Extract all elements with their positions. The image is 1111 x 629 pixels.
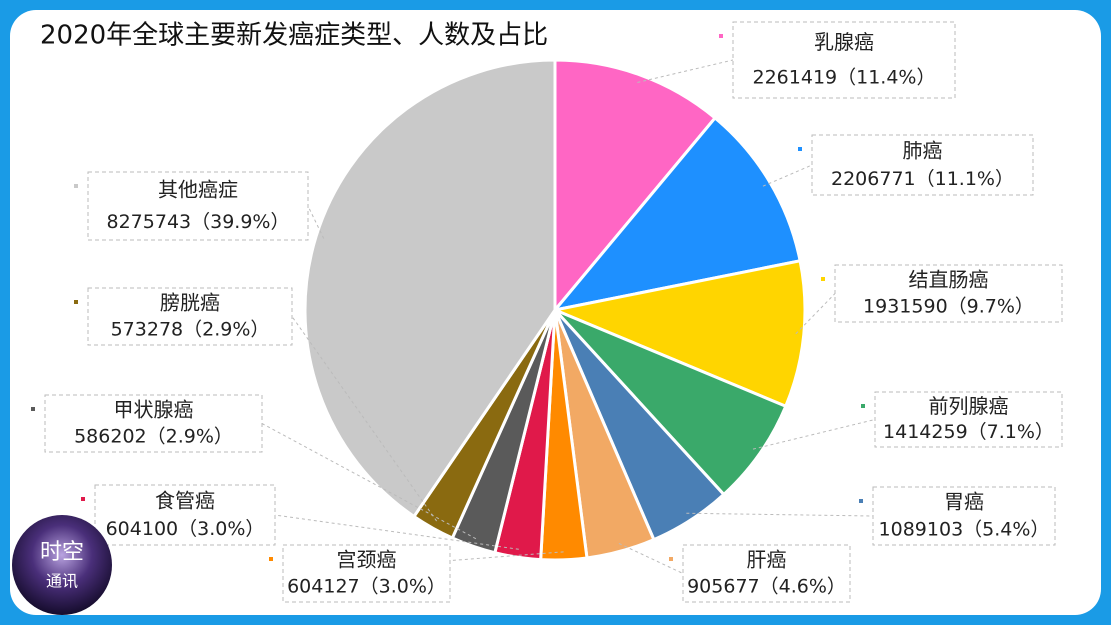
pie-slice bbox=[553, 58, 718, 315]
label-name: 甲状腺癌 bbox=[114, 397, 194, 421]
leader-line bbox=[762, 164, 813, 187]
label-value: 8275743（39.9%） bbox=[107, 211, 290, 233]
legend-marker bbox=[719, 34, 723, 38]
label-box bbox=[874, 391, 1063, 448]
legend-marker bbox=[798, 147, 802, 151]
legend-marker bbox=[861, 404, 865, 408]
legend-marker bbox=[821, 277, 825, 281]
pie-slice bbox=[303, 58, 557, 519]
label-value: 1089103（5.4%） bbox=[879, 518, 1050, 540]
label-name: 肺癌 bbox=[903, 138, 943, 162]
legend-marker bbox=[269, 557, 273, 561]
leader-line bbox=[686, 512, 874, 517]
label-box bbox=[282, 544, 451, 603]
label-value: 2206771（11.1%） bbox=[831, 168, 1014, 190]
leader-line bbox=[637, 59, 734, 83]
label-name: 前列腺癌 bbox=[929, 394, 1009, 418]
legend-marker bbox=[74, 300, 78, 304]
legend-marker bbox=[81, 497, 85, 501]
watermark-logo bbox=[12, 515, 112, 615]
label-value: 604100（3.0%） bbox=[106, 518, 265, 540]
pie-slice bbox=[553, 308, 788, 497]
label-value: 573278（2.9%） bbox=[111, 319, 270, 341]
pie-slice bbox=[551, 115, 802, 313]
label-name: 乳腺癌 bbox=[814, 30, 874, 54]
label-box bbox=[682, 544, 851, 603]
label-value: 586202（2.9%） bbox=[74, 426, 233, 448]
label-name: 结直肠癌 bbox=[909, 267, 989, 291]
labels: 乳腺癌 2261419（11.4%） 肺癌 2206771（11.1%） 结直肠癌 193… bbox=[31, 21, 1063, 603]
label-name: 宫颈癌 bbox=[337, 547, 397, 571]
label-value: 604127（3.0%） bbox=[287, 576, 446, 598]
legend-marker bbox=[31, 407, 35, 411]
label-name: 肝癌 bbox=[747, 547, 787, 571]
pie-slice bbox=[549, 259, 807, 409]
chart-title: 2020年全球主要新发癌症类型、人数及占比 bbox=[40, 21, 548, 51]
legend-marker bbox=[74, 184, 78, 188]
label-value: 1931590（9.7%） bbox=[863, 296, 1034, 318]
label-box bbox=[811, 134, 1034, 196]
watermark-text: 时空 bbox=[40, 540, 84, 565]
label-name: 食管癌 bbox=[155, 488, 215, 512]
label-value: 2261419（11.4%） bbox=[753, 67, 936, 89]
label-box bbox=[94, 484, 276, 546]
label-box bbox=[732, 21, 956, 99]
pie bbox=[303, 58, 807, 562]
leader-line bbox=[307, 205, 325, 239]
label-box bbox=[87, 287, 293, 346]
leader-line bbox=[274, 514, 519, 550]
leader-line bbox=[752, 419, 876, 450]
label-name: 膀胱癌 bbox=[160, 290, 220, 314]
legend-marker bbox=[859, 499, 863, 503]
label-box bbox=[44, 394, 263, 453]
label-value: 905677（4.6%） bbox=[687, 576, 846, 598]
leader-line bbox=[261, 423, 477, 540]
label-value: 1414259（7.1%） bbox=[883, 421, 1054, 443]
label-box bbox=[834, 264, 1063, 323]
legend-marker bbox=[669, 557, 673, 561]
label-name: 其他癌症 bbox=[158, 178, 238, 202]
label-box bbox=[87, 171, 309, 241]
label-box bbox=[872, 486, 1056, 546]
watermark-text: 通讯 bbox=[46, 572, 78, 591]
label-name: 胃癌 bbox=[944, 490, 984, 514]
